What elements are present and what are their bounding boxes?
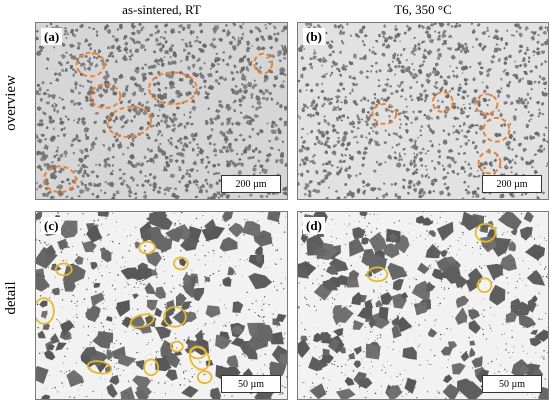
micrograph-panel-b: (b) 200 µm: [297, 22, 549, 200]
panel-label-c: (c): [41, 217, 62, 234]
column-title-t6: T6, 350 °C: [394, 2, 452, 17]
row-label-overview: overview: [3, 75, 19, 131]
micrograph-panel-c: (c) 50 µm: [35, 211, 288, 400]
scale-bar-c: 50 µm: [221, 375, 281, 393]
micrograph-image-b: [298, 23, 548, 199]
micrograph-image-c: [36, 212, 287, 399]
panel-label-d: (d): [303, 217, 325, 234]
micrograph-image-d: [298, 212, 548, 399]
micrograph-panel-a: (a) 200 µm: [35, 22, 288, 200]
scale-text-c: 50 µm: [237, 379, 265, 390]
scale-bar-b: 200 µm: [482, 175, 542, 193]
row-label-detail: detail: [3, 281, 19, 315]
column-title-as-sintered: as-sintered, RT: [122, 2, 201, 17]
panel-label-b: (b): [303, 28, 325, 45]
scale-text-d: 50 µm: [498, 379, 526, 390]
scale-bar-d: 50 µm: [482, 375, 542, 393]
scale-bar-a: 200 µm: [221, 175, 281, 193]
panel-label-a: (a): [41, 28, 63, 45]
micrograph-image-a: [36, 23, 287, 199]
scale-text-b: 200 µm: [496, 179, 528, 190]
scale-text-a: 200 µm: [235, 179, 267, 190]
micrograph-panel-d: (d) 50 µm: [297, 211, 549, 400]
